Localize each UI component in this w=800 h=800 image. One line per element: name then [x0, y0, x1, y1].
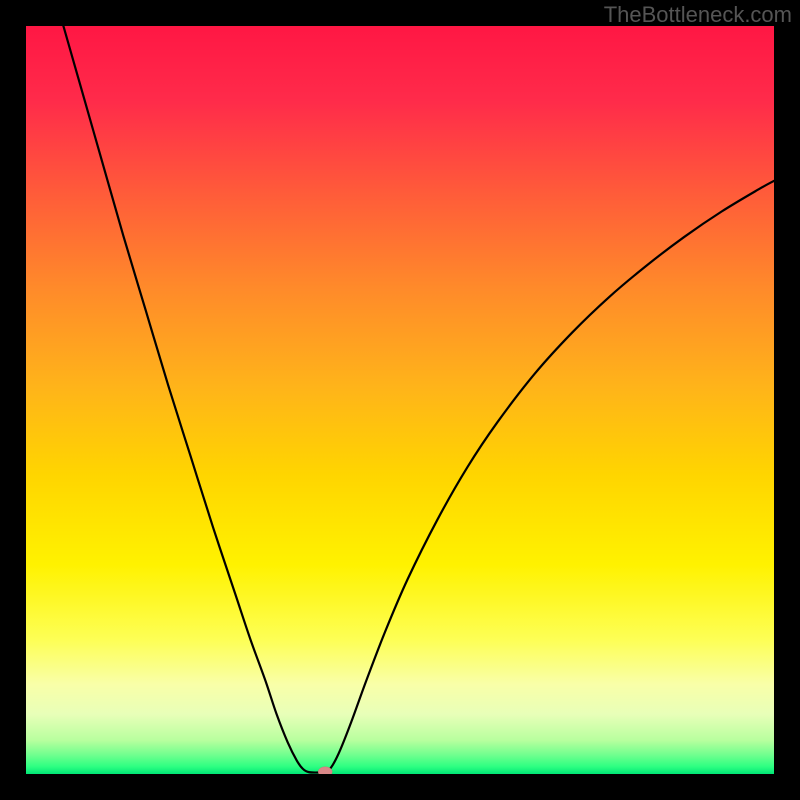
- bottleneck-chart: [0, 0, 800, 800]
- plot-background: [26, 26, 774, 774]
- chart-container: TheBottleneck.com: [0, 0, 800, 800]
- watermark-text: TheBottleneck.com: [604, 2, 792, 28]
